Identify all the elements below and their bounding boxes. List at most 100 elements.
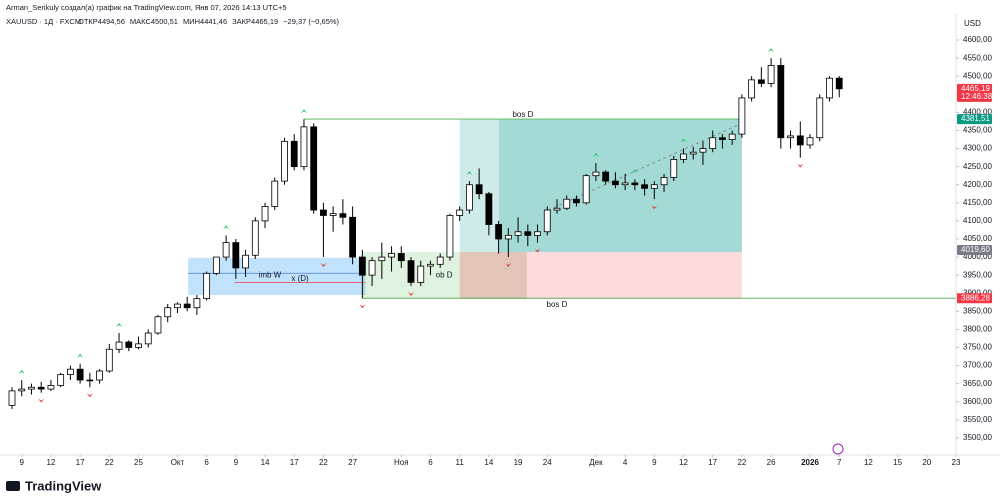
price-tag [957, 83, 992, 102]
zone [459, 251, 742, 300]
candle-body [407, 260, 415, 283]
candle-body [193, 298, 201, 309]
y-tick-label: 4500,00 [963, 71, 992, 80]
candle-body [466, 184, 473, 211]
x-tick-label: 22 [737, 458, 746, 467]
candle-body [28, 386, 35, 390]
x-tick-label: 14 [261, 458, 270, 467]
y-tick-label: 4600,00 [963, 35, 992, 44]
x-tick-label: 11 [456, 458, 465, 467]
ohlc-value: МАКС4500,51 [130, 17, 178, 26]
signal-up [768, 48, 775, 53]
y-tick-label: 4350,00 [963, 126, 992, 135]
signal-up [77, 353, 84, 358]
candle-body [767, 64, 775, 84]
candle-body [427, 263, 434, 267]
x-tick-label: 23 [952, 458, 961, 467]
candle-body [728, 133, 736, 140]
price-tag-label: 4019,60 [961, 245, 990, 254]
x-tick-label: Окт [171, 458, 185, 467]
ohlc-value: ЗАКР4465,19 [232, 17, 278, 26]
candle-body [251, 220, 259, 256]
candle-body [495, 224, 502, 240]
signal-up [680, 138, 687, 143]
y-tick-label: 4050,00 [963, 234, 992, 243]
signal-down [797, 163, 804, 168]
signal-down [534, 248, 541, 253]
candle-body [777, 64, 785, 139]
candle-body [349, 216, 357, 258]
candle-body [174, 303, 181, 309]
x-tick-label: 25 [134, 458, 143, 467]
price-tag [957, 114, 992, 125]
candle-body [115, 341, 123, 350]
x-tick-label: 12 [46, 458, 55, 467]
candle-body [456, 209, 464, 216]
x-tick-label: 2026 [801, 458, 819, 467]
candle-body [37, 386, 45, 390]
x-tick-label: 15 [893, 458, 902, 467]
candle-body [641, 184, 648, 189]
candle-body [446, 215, 454, 258]
candle-body [164, 307, 172, 318]
x-tick-label: 12 [679, 458, 688, 467]
candle-body [388, 253, 395, 258]
candle-body [183, 303, 191, 309]
candle-body [534, 231, 541, 236]
candle-body [397, 253, 405, 262]
candle-body [135, 343, 142, 348]
candle-body [816, 97, 824, 139]
candle-body [582, 175, 590, 204]
x-tick-label: 12 [864, 458, 873, 467]
candle-body [125, 341, 133, 348]
candle-body [436, 256, 444, 265]
event-icon[interactable] [832, 443, 844, 455]
candle-body [310, 126, 318, 211]
candle-body [806, 137, 814, 146]
signal-down [651, 205, 658, 210]
candle-body [475, 184, 483, 195]
candle-body [563, 198, 571, 209]
candle-body [290, 140, 298, 168]
x-tick-label: 17 [290, 458, 299, 467]
y-tick-label: 3600,00 [963, 397, 992, 406]
y-tick-label: 4550,00 [963, 53, 992, 62]
signal-down [86, 393, 93, 398]
x-tick-label: 17 [708, 458, 717, 467]
x-tick-label: 9 [20, 458, 25, 467]
candle-body [719, 137, 726, 140]
candle-body [358, 256, 366, 276]
y-tick-label: 3800,00 [963, 325, 992, 334]
y-tick-label: 3750,00 [963, 343, 992, 352]
signal-up [631, 169, 638, 174]
y-tick-label: 3550,00 [963, 415, 992, 424]
x-tick-label: 14 [484, 458, 493, 467]
author-line: Arman_Serikuly создал(а) график на Tradi… [6, 3, 287, 12]
x-tick-label: 22 [319, 458, 328, 467]
signal-up [116, 323, 123, 328]
currency: USD [964, 19, 981, 28]
candle-body [611, 180, 619, 186]
candle-body [553, 207, 561, 211]
price-tag [957, 293, 992, 304]
x-tick-label: 24 [543, 458, 552, 467]
signal-up [466, 171, 473, 176]
candle-body [573, 198, 580, 204]
candle-body [757, 79, 765, 84]
x-tick-label: 6 [204, 458, 209, 467]
candle-body [621, 182, 629, 186]
candle-body [320, 209, 327, 216]
signal-down [38, 398, 45, 403]
x-tick-label: 22 [105, 458, 114, 467]
price-tag-label: 4381,51 [961, 114, 990, 123]
candle-body [66, 368, 74, 376]
candle-body [105, 348, 113, 372]
candle-body [602, 171, 610, 182]
signal-down [408, 291, 415, 296]
candle-body [144, 332, 152, 345]
candle-body [796, 135, 804, 146]
y-tick-label: 4150,00 [963, 198, 992, 207]
candle-body [592, 171, 600, 177]
candle-body [485, 193, 493, 225]
